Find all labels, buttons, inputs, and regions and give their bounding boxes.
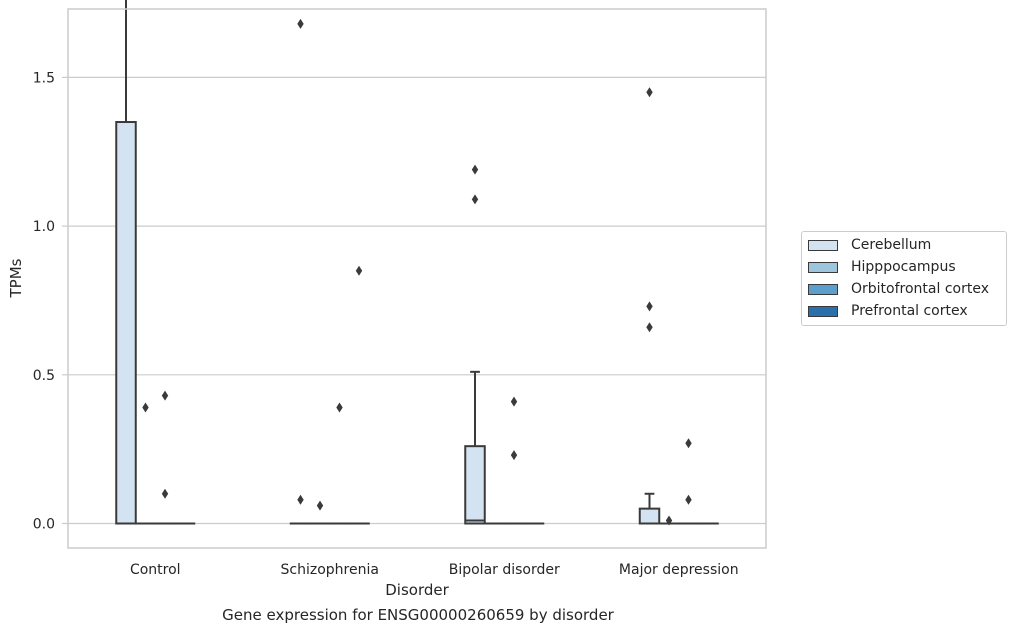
chart-caption: Gene expression for ENSG00000260659 by d…: [222, 606, 614, 624]
outlier-s0-c2-1: [471, 164, 479, 175]
legend-item-hippocampus: Hipppocampus: [808, 258, 956, 276]
legend-label-prefrontal-cortex: Prefrontal cortex: [851, 303, 968, 319]
x-tick-label-1: Schizophrenia: [281, 562, 379, 578]
y-tick-label-0: 0.0: [33, 517, 55, 533]
gridlines: [68, 76, 766, 525]
box-body-s0-c2: [464, 445, 486, 525]
outlier-s1-c1-0: [316, 500, 324, 511]
legend-label-orbitofrontal-cortex: Orbitofrontal cortex: [851, 281, 989, 297]
legend: Cerebellum Hipppocampus Orbitofrontal co…: [801, 231, 1007, 326]
outlier-s2-c0-1: [161, 390, 169, 401]
x-axis-label: Disorder: [385, 581, 449, 599]
legend-item-cerebellum: Cerebellum: [808, 236, 931, 254]
x-tick-label-0: Control: [130, 562, 181, 578]
outlier-s0-c3-2: [646, 87, 653, 98]
box-s0-c0: [115, 0, 137, 525]
outlier-s2-c0-0: [161, 488, 169, 499]
box-s0-c2: [464, 370, 486, 525]
outlier-s2-c2-1: [510, 396, 518, 407]
plot-area-frame: [67, 8, 767, 549]
outlier-s0-c1-0: [297, 494, 304, 505]
outlier-s0-c1-1: [297, 18, 304, 29]
outlier-s2-c3-0: [685, 494, 692, 505]
legend-swatch-prefrontal-cortex: [808, 305, 838, 317]
outlier-s1-c0-0: [142, 402, 149, 413]
y-tick-label-3: 1.5: [33, 70, 55, 86]
outlier-s2-c1-0: [336, 402, 343, 413]
outlier-s3-c1-0: [355, 265, 363, 276]
y-axis-ticks: 0.00.51.01.52.02.53.0: [33, 70, 68, 533]
legend-swatch-orbitofrontal-cortex: [808, 283, 838, 295]
outlier-s1-c3-0: [665, 515, 673, 526]
outlier-s0-c2-0: [471, 194, 479, 205]
box-plot-marks: [115, 0, 719, 525]
outlier-points: [142, 18, 692, 526]
legend-label-cerebellum: Cerebellum: [851, 237, 932, 253]
x-tick-label-3: Major depression: [619, 562, 739, 578]
x-axis-ticks: Control Schizophrenia Bipolar disorder Majo…: [130, 562, 739, 578]
outlier-s2-c2-0: [510, 450, 518, 461]
y-tick-label-1: 0.5: [33, 368, 55, 384]
y-axis-label: TPMs: [7, 258, 25, 298]
legend-label-hippocampus: Hipppocampus: [851, 259, 956, 275]
legend-item-orbitofrontal-cortex: Orbitofrontal cortex: [808, 280, 989, 298]
box-body-s0-c3: [638, 507, 661, 525]
y-tick-label-2: 1.0: [33, 219, 55, 235]
outlier-s2-c3-1: [685, 438, 692, 449]
outlier-s0-c3-1: [646, 301, 653, 312]
box-s0-c3: [638, 492, 661, 525]
legend-item-prefrontal-cortex: Prefrontal cortex: [808, 302, 968, 320]
box-body-s0-c0: [115, 121, 137, 525]
outlier-s0-c3-0: [646, 322, 653, 333]
legend-swatch-cerebellum: [808, 239, 838, 251]
x-tick-label-2: Bipolar disorder: [449, 562, 560, 578]
legend-swatch-hippocampus: [808, 261, 838, 273]
